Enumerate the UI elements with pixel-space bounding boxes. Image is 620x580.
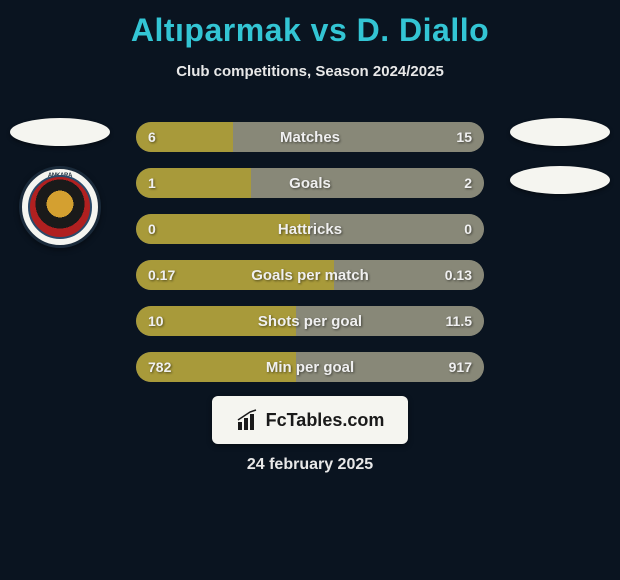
stat-value-left: 6 (148, 122, 156, 152)
stat-value-right: 2 (464, 168, 472, 198)
stat-bar: Matches6 15 (136, 122, 484, 152)
stat-label: Matches (136, 122, 484, 152)
stat-bar: Min per goal782 917 (136, 352, 484, 382)
stat-value-right: 917 (449, 352, 472, 382)
club-badge-inner (28, 175, 92, 239)
stat-label: Shots per goal (136, 306, 484, 336)
stat-value-left: 0 (148, 214, 156, 244)
stat-value-right: 15 (456, 122, 472, 152)
left-badges: ANKARA (10, 118, 110, 248)
stat-value-right: 0 (464, 214, 472, 244)
stat-label: Goals per match (136, 260, 484, 290)
right-badges (510, 118, 610, 194)
player-ellipse-left (10, 118, 110, 146)
stat-label: Goals (136, 168, 484, 198)
stat-value-left: 0.17 (148, 260, 175, 290)
stat-bar: Goals1 2 (136, 168, 484, 198)
stat-value-left: 782 (148, 352, 171, 382)
club-badge-left: ANKARA (19, 166, 101, 248)
stat-label: Hattricks (136, 214, 484, 244)
stat-bars-container: Matches6 15 Goals1 2 Hattricks0 0 Goals per ma… (136, 122, 484, 382)
page-title: Altıparmak vs D. Diallo (0, 0, 620, 49)
stat-bar: Goals per match0.17 0.13 (136, 260, 484, 290)
stat-value-right: 0.13 (445, 260, 472, 290)
stat-bar: Hattricks0 0 (136, 214, 484, 244)
stat-value-left: 10 (148, 306, 164, 336)
subtitle: Club competitions, Season 2024/2025 (0, 63, 620, 80)
chart-icon (236, 408, 260, 432)
club-ellipse-right (510, 166, 610, 194)
player-ellipse-right (510, 118, 610, 146)
stat-value-left: 1 (148, 168, 156, 198)
stat-label: Min per goal (136, 352, 484, 382)
date-label: 24 february 2025 (0, 456, 620, 474)
stat-bar: Shots per goal10 11.5 (136, 306, 484, 336)
logo-text: FcTables.com (266, 410, 385, 431)
logo-box: FcTables.com (212, 396, 408, 444)
stat-value-right: 11.5 (446, 306, 472, 336)
